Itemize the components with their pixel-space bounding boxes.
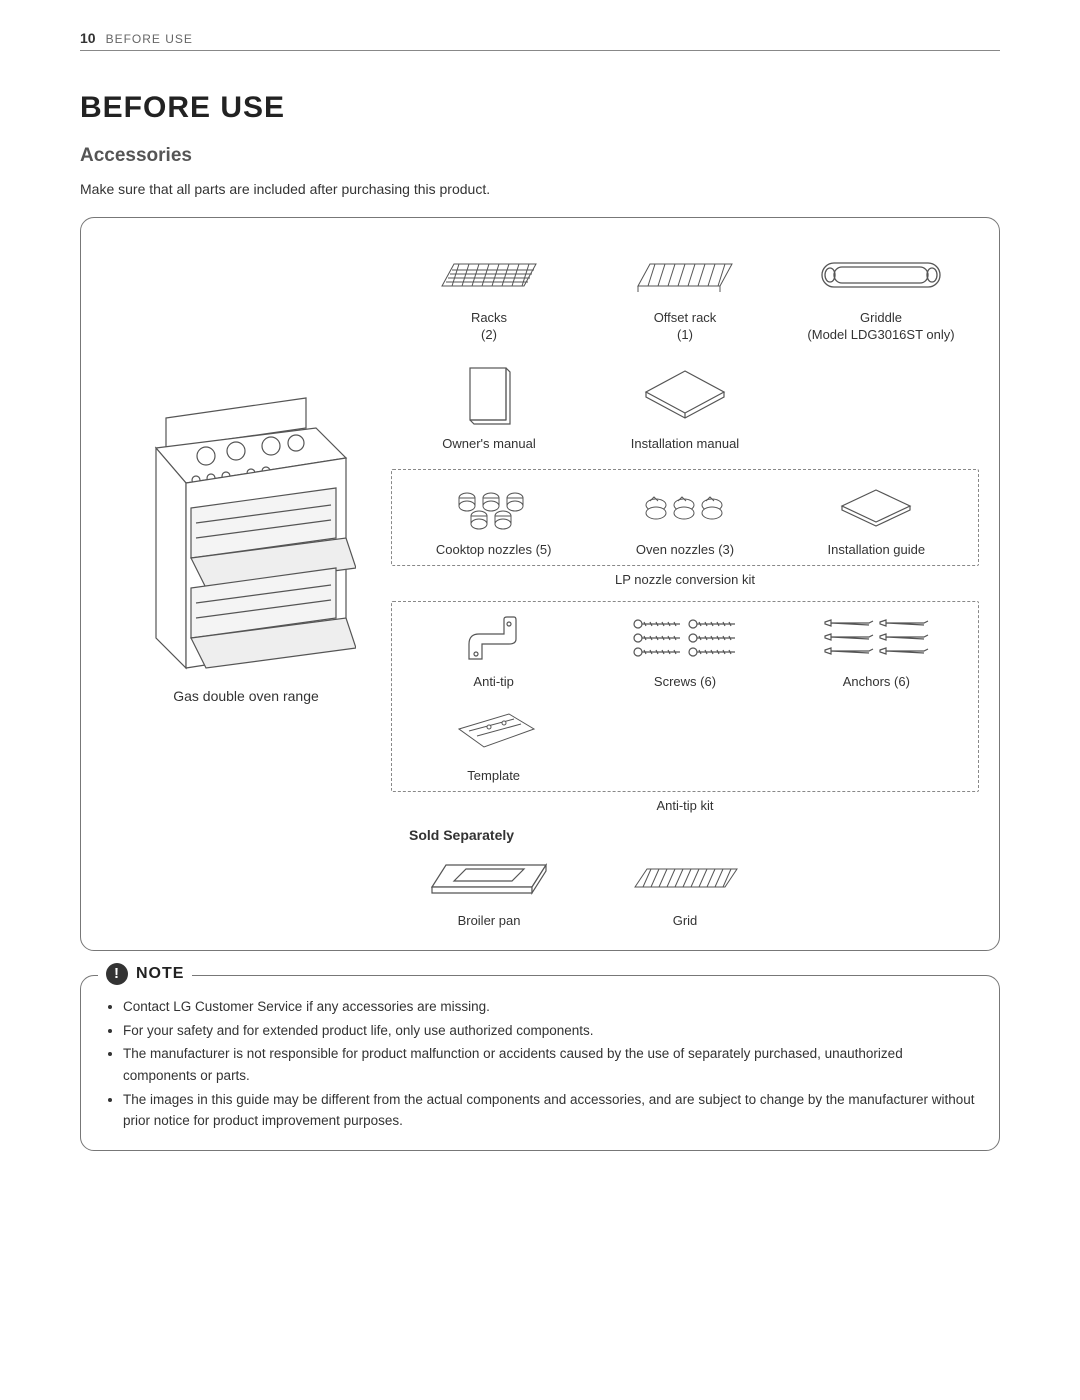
screws-cell: Screws (6) — [589, 612, 780, 691]
note-icon: ! — [106, 963, 128, 985]
lp-kit-box: Cooktop nozzles (5) — [391, 469, 979, 566]
main-product-cell: Gas double oven range — [101, 248, 391, 930]
note-heading: ! NOTE — [98, 963, 192, 985]
install-manual-icon — [640, 367, 730, 422]
main-product-label: Gas double oven range — [101, 688, 391, 704]
offset-rack-cell: Offset rack (1) — [587, 248, 783, 344]
grid-cell: Grid — [587, 851, 783, 930]
note-item: The manufacturer is not responsible for … — [123, 1043, 975, 1086]
sold-separately-heading: Sold Separately — [409, 827, 979, 843]
owners-manual-label: Owner's manual — [397, 436, 581, 453]
note-item: Contact LG Customer Service if any acces… — [123, 996, 975, 1018]
broiler-pan-cell: Broiler pan — [391, 851, 587, 930]
antitip-icon — [454, 614, 534, 666]
oven-nozzles-icon — [640, 491, 730, 525]
cooktop-nozzles-cell: Cooktop nozzles (5) — [398, 480, 589, 559]
grid-label: Grid — [593, 913, 777, 930]
install-guide-label: Installation guide — [787, 542, 966, 559]
grid-icon — [625, 859, 745, 899]
antitip-kit-box: Anti-tip — [391, 601, 979, 793]
page-number: 10 — [80, 30, 96, 46]
note-heading-text: NOTE — [136, 965, 184, 983]
lp-kit-label: LP nozzle conversion kit — [391, 572, 979, 587]
antitip-kit-label: Anti-tip kit — [391, 798, 979, 813]
griddle-icon — [816, 257, 946, 295]
template-cell: Template — [398, 706, 589, 785]
anchors-icon — [821, 616, 931, 664]
oven-nozzles-cell: Oven nozzles (3) — [589, 480, 780, 559]
accessories-panel: Gas double oven range — [80, 217, 1000, 951]
manual-page: 10 BEFORE USE BEFORE USE Accessories Mak… — [0, 0, 1080, 1191]
broiler-pan-label: Broiler pan — [397, 913, 581, 930]
griddle-label: Griddle — [789, 310, 973, 327]
screws-icon — [630, 616, 740, 664]
racks-label: Racks — [397, 310, 581, 327]
offset-qty: (1) — [593, 327, 777, 344]
broiler-pan-icon — [424, 857, 554, 901]
anchors-label: Anchors (6) — [787, 674, 966, 691]
page-header: 10 BEFORE USE — [80, 30, 1000, 51]
gas-range-icon — [136, 388, 356, 678]
cooktop-nozzles-label: Cooktop nozzles (5) — [404, 542, 583, 559]
install-guide-cell: Installation guide — [781, 480, 972, 559]
oven-nozzles-label: Oven nozzles (3) — [595, 542, 774, 559]
note-item: For your safety and for extended product… — [123, 1020, 975, 1042]
rack-icon — [434, 256, 544, 296]
cooktop-nozzles-icon — [449, 486, 539, 530]
racks-qty: (2) — [397, 327, 581, 344]
install-guide-icon — [836, 486, 916, 530]
intro-text: Make sure that all parts are included af… — [80, 181, 1000, 197]
note-section: ! NOTE Contact LG Customer Service if an… — [80, 975, 1000, 1151]
header-section: BEFORE USE — [106, 32, 193, 46]
owners-manual-cell: Owner's manual — [391, 360, 587, 453]
racks-cell: Racks (2) — [391, 248, 587, 344]
accessory-grid: Racks (2) — [391, 248, 979, 930]
template-label: Template — [404, 768, 583, 785]
note-item: The images in this guide may be differen… — [123, 1089, 975, 1132]
owners-manual-icon — [464, 364, 514, 426]
griddle-sub: (Model LDG3016ST only) — [789, 327, 973, 344]
offset-label: Offset rack — [593, 310, 777, 327]
template-icon — [449, 709, 539, 759]
page-title: BEFORE USE — [80, 91, 1000, 125]
install-manual-cell: Installation manual — [587, 360, 783, 453]
griddle-cell: Griddle (Model LDG3016ST only) — [783, 248, 979, 344]
section-subtitle: Accessories — [80, 145, 1000, 167]
note-list: Contact LG Customer Service if any acces… — [105, 996, 975, 1132]
offset-rack-icon — [630, 256, 740, 296]
antitip-label: Anti-tip — [404, 674, 583, 691]
anchors-cell: Anchors (6) — [781, 612, 972, 691]
antitip-cell: Anti-tip — [398, 612, 589, 691]
install-manual-label: Installation manual — [593, 436, 777, 453]
screws-label: Screws (6) — [595, 674, 774, 691]
